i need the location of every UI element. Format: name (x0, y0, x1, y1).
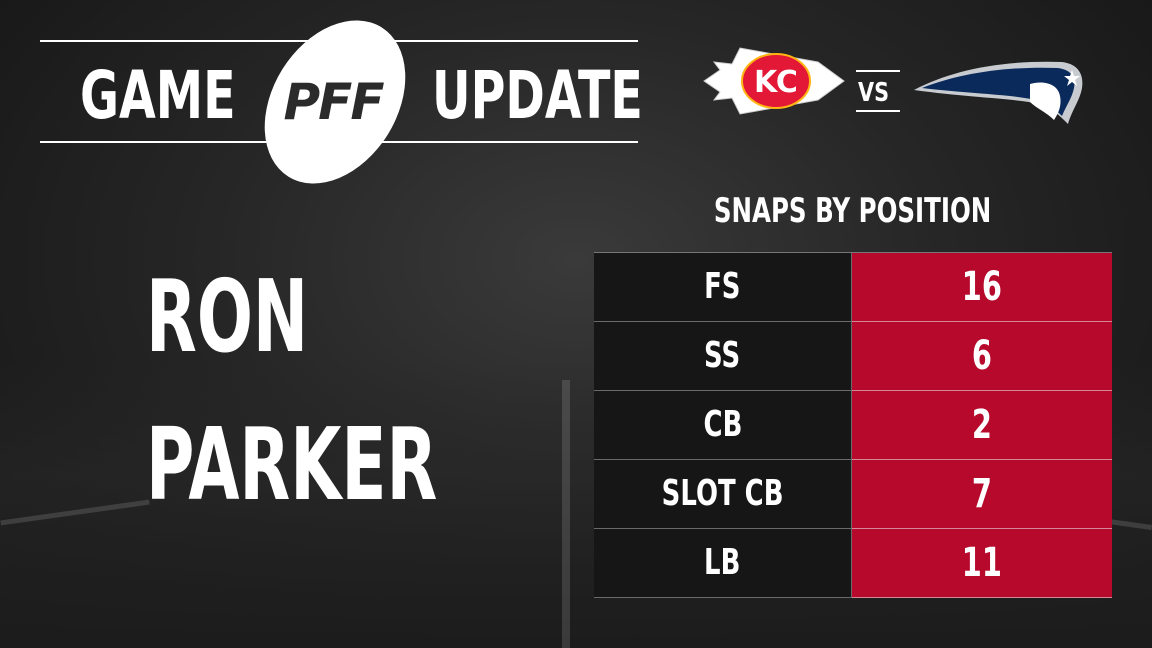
yard-line (562, 380, 570, 648)
vs-bottom-rule (856, 110, 900, 112)
table-row: LB 11 (594, 529, 1112, 598)
snaps-table-title-text: SNAPS BY POSITION (714, 191, 992, 231)
table-row: FS 16 (594, 253, 1112, 322)
snaps-value: 6 (971, 333, 993, 379)
yard-line (0, 499, 150, 526)
position-label: SS (704, 335, 741, 376)
player-last-name: PARKER (146, 406, 438, 523)
pff-logo-text: PFF (283, 73, 385, 131)
player-first-name: RON (146, 258, 309, 375)
position-cell: SLOT CB (594, 460, 852, 529)
snaps-value: 2 (971, 402, 993, 448)
snaps-value: 16 (961, 264, 1003, 310)
football-icon (264, 20, 406, 184)
snaps-value: 7 (971, 471, 993, 517)
position-label: FS (704, 266, 741, 307)
patriots-logo (914, 61, 1083, 124)
snaps-by-position-table: FS 16 SS 6 CB 2 SLOT CB 7 LB 11 (594, 252, 1112, 598)
snaps-value: 11 (961, 540, 1003, 586)
versus-label: VS (858, 78, 890, 108)
snaps-cell: 11 (852, 529, 1112, 598)
chiefs-logo-text: KC (754, 65, 798, 100)
position-cell: CB (594, 391, 852, 460)
position-label: CB (703, 404, 742, 445)
table-row: SLOT CB 7 (594, 460, 1112, 529)
position-label: LB (704, 542, 741, 583)
position-label: SLOT CB (661, 473, 784, 514)
snaps-table-title: SNAPS BY POSITION (594, 190, 1112, 232)
position-cell: SS (594, 322, 852, 391)
chiefs-logo: KC (703, 47, 845, 115)
table-row: CB 2 (594, 391, 1112, 460)
vs-top-rule (856, 70, 900, 72)
position-cell: FS (594, 253, 852, 322)
snaps-cell: 7 (852, 460, 1112, 529)
snaps-cell: 2 (852, 391, 1112, 460)
position-cell: LB (594, 529, 852, 598)
table-row: SS 6 (594, 322, 1112, 391)
snaps-cell: 6 (852, 322, 1112, 391)
header-word-update: UPDATE (432, 57, 643, 134)
header-word-game: GAME (80, 57, 236, 134)
snaps-cell: 16 (852, 253, 1112, 322)
